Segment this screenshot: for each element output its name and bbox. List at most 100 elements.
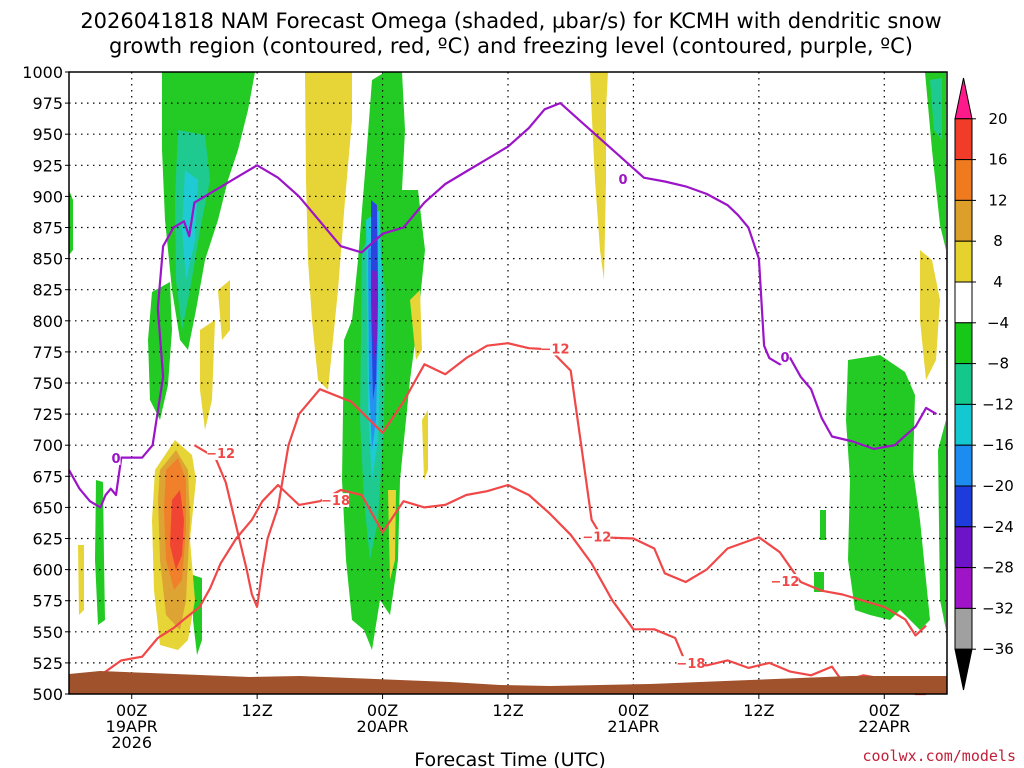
source-credit: coolwx.com/models: [862, 747, 1016, 765]
y-tick-label: 775: [32, 343, 63, 362]
colorbar-bin: [954, 363, 973, 405]
x-tick-label: 00Z: [367, 701, 398, 720]
y-tick-label: 975: [32, 94, 63, 113]
omega-green-streak-e: [193, 575, 202, 655]
colorbar-bin: [954, 444, 973, 487]
omega-yellow-wisp-p: [78, 545, 84, 615]
contour-label: −12: [541, 342, 570, 357]
contour-label: 0: [618, 173, 627, 188]
contour-label-bg: [207, 445, 235, 460]
colorbar-label: −4: [987, 314, 1009, 332]
colorbar-bin: [954, 322, 973, 365]
omega-yellow-streak-r: [410, 290, 422, 360]
y-tick-label: 825: [32, 281, 63, 300]
contour-label: −12: [770, 575, 799, 590]
y-tick-label: 675: [32, 467, 63, 486]
y-tick-label: 750: [32, 374, 63, 393]
x-tick-label: 00Z: [869, 701, 900, 720]
x-tick-label: 12Z: [241, 701, 272, 720]
omega-colorbar: 20 16 12 8 4 −4 −8 −12 −16 −20 −24 −28 −32 −36: [954, 77, 1014, 691]
contour-label: 0: [112, 452, 121, 467]
contour-line: [68, 483, 927, 696]
colorbar-label: −24: [982, 518, 1014, 536]
axes-layer: 500 525 550 575 600 625 650 675 700 725 750 775 800 8…: [22, 63, 910, 752]
omega-green-patch-f: [846, 355, 930, 630]
contour-label-bg: [771, 574, 799, 589]
contour-label-bg: [111, 450, 121, 465]
chart-title-line2: growth region (contoured, red, ºC) and f…: [109, 34, 913, 58]
colorbar-label: −28: [982, 559, 1014, 577]
y-tick-label: 925: [32, 156, 63, 175]
colorbar-bin: [954, 567, 973, 609]
contour-label-bg: [780, 350, 790, 365]
x-tick-label: 00Z: [618, 701, 649, 720]
x-tick-label: 20APR: [357, 717, 409, 736]
colorbar-label: 4: [993, 273, 1003, 291]
x-tick-label: 22APR: [858, 717, 910, 736]
chart-gridlines: [69, 72, 947, 694]
x-tick-label: 00Z: [116, 701, 147, 720]
colorbar-bin: [954, 526, 973, 569]
omega-shading-layer: [69, 72, 946, 655]
contour-label-bg: [618, 172, 628, 187]
omega-green-streak-d: [95, 480, 105, 625]
y-tick-label: 800: [32, 312, 63, 331]
colorbar-bin: [954, 118, 973, 161]
y-tick-label: 725: [32, 405, 63, 424]
colorbar-label: −32: [982, 599, 1014, 617]
y-tick-label: 500: [32, 685, 63, 704]
colorbar-label: −16: [982, 436, 1014, 454]
contour-line: [68, 102, 938, 509]
omega-yellow-wisp-o: [218, 280, 230, 340]
terrain-ground-strip: [69, 671, 947, 694]
colorbar-label: −12: [982, 395, 1014, 413]
contour-label: −18: [321, 494, 350, 509]
omega-yellow-streak-q: [388, 490, 396, 580]
colorbar-bin: [954, 240, 973, 283]
omega-green-blip-h: [820, 510, 826, 540]
colorbar-label: −36: [982, 640, 1014, 658]
contour-label: −12: [582, 530, 611, 545]
colorbar-label: 12: [988, 191, 1007, 209]
colorbar-arrow-top: [954, 77, 973, 120]
colorbar-bin: [954, 485, 973, 528]
contour-label: −12: [206, 447, 235, 462]
y-tick-label: 550: [32, 623, 63, 642]
colorbar-bin: [954, 607, 973, 650]
colorbar-arrow-bottom: [954, 648, 973, 691]
colorbar-label: −8: [987, 355, 1009, 373]
x-axis-label: Forecast Time (UTC): [414, 749, 605, 768]
colorbar-label: 16: [988, 151, 1007, 169]
omega-purple-core-c: [372, 270, 377, 360]
y-tick-label: 875: [32, 219, 63, 238]
chart-title-line1: 2026041818 NAM Forecast Omega (shaded, µ…: [80, 9, 941, 33]
y-tick-label: 575: [32, 592, 63, 611]
contour-label-bg: [541, 341, 569, 356]
y-tick-label: 625: [32, 530, 63, 549]
contour-label-bg: [322, 493, 350, 508]
colorbar-bin: [954, 199, 973, 242]
omega-teal-edge-i: [930, 78, 942, 140]
contour-label-bg: [583, 529, 611, 544]
x-tick-label: 2026: [111, 733, 152, 752]
contour-label-bg: [677, 656, 705, 671]
omega-green-edge-j: [938, 420, 946, 630]
omega-yellow-streak-s: [422, 410, 428, 480]
colorbar-label: 20: [988, 110, 1007, 128]
y-tick-label: 600: [32, 561, 63, 580]
colorbar-bin: [954, 403, 973, 446]
omega-yellow-edge-u: [920, 250, 940, 380]
y-tick-label: 650: [32, 498, 63, 517]
colorbar-bin: [954, 281, 973, 324]
contour-label: 0: [780, 351, 789, 366]
colorbar-bin: [954, 159, 973, 201]
contour-label: −18: [676, 657, 705, 672]
y-tick-label: 525: [32, 654, 63, 673]
y-tick-label: 850: [32, 250, 63, 269]
omega-red-core-m: [170, 490, 184, 570]
y-tick-label: 950: [32, 125, 63, 144]
x-tick-label: 12Z: [492, 701, 523, 720]
y-tick-label: 900: [32, 187, 63, 206]
